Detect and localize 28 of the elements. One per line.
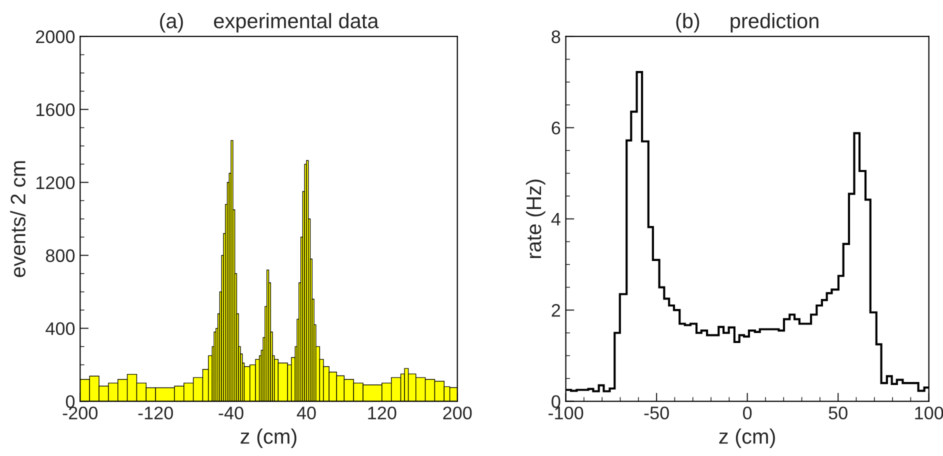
y-tick-label: 400 (46, 322, 75, 336)
x-tick-label: 100 (915, 406, 943, 420)
x-tick-label: -40 (218, 406, 244, 420)
x-tick-label: 40 (296, 406, 316, 420)
x-tick-label: -120 (138, 406, 173, 420)
y-tick-label: 1200 (36, 176, 75, 190)
y-tick-label: 2 (552, 304, 560, 317)
y-axis-title: rate (Hz) (526, 180, 546, 258)
x-tick-label: -100 (548, 406, 584, 420)
x-axis-title: z (cm) (240, 428, 296, 448)
x-tick-label: 50 (828, 406, 848, 420)
y-tick-label: 2000 (36, 30, 75, 44)
y-tick-label: 0 (66, 395, 75, 408)
x-tick-label: 200 (443, 406, 472, 420)
y-tick-label: 4 (551, 213, 560, 226)
y-tick-label: 1600 (36, 103, 75, 116)
chart-title: (b) prediction (676, 13, 818, 32)
y-axis-title: events/ 2 cm (10, 161, 26, 278)
x-tick-label: 0 (743, 406, 752, 420)
x-tick-label: -200 (62, 406, 98, 420)
x-tick-label: -50 (644, 406, 669, 420)
y-tick-label: 6 (552, 122, 560, 134)
x-tick-label: 120 (368, 406, 396, 420)
y-tick-label: 0 (552, 395, 560, 408)
x-axis-title: z (cm) (719, 428, 775, 448)
y-tick-label: 8 (552, 30, 560, 44)
y-tick-label: 800 (46, 249, 75, 262)
chart-title: (a) experimental data (160, 13, 379, 32)
